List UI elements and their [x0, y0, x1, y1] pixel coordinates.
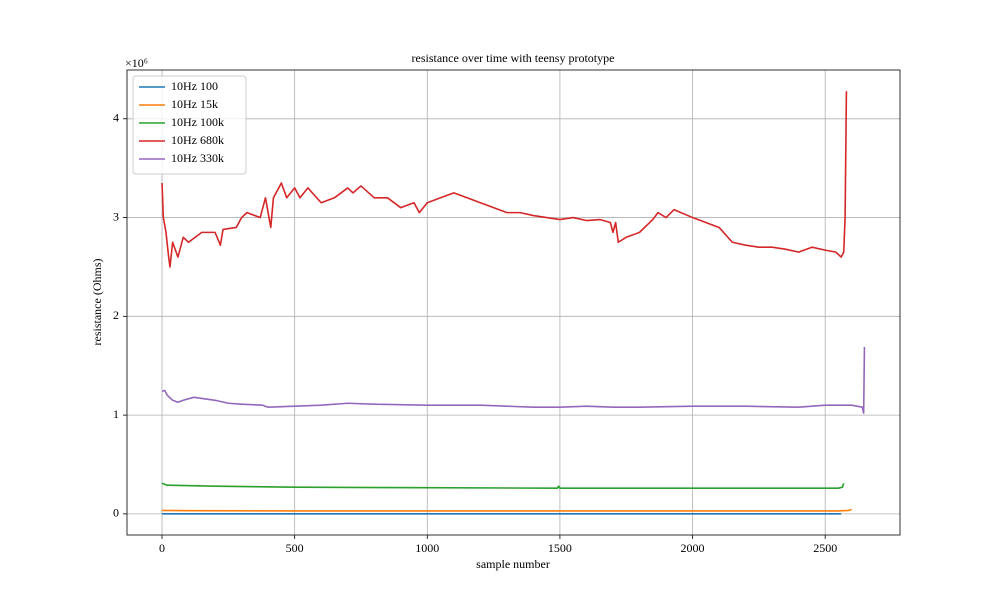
plot-frame	[126, 69, 901, 536]
legend-label: 10Hz 680k	[171, 133, 224, 147]
y-tick-label: 0	[113, 506, 119, 520]
y-axis-label: resistance (Ohms)	[90, 259, 104, 346]
series-line	[162, 508, 852, 512]
series-line	[161, 346, 866, 414]
x-tick-label: 0	[159, 541, 165, 555]
chart-title: resistance over time with teensy prototy…	[412, 51, 615, 65]
legend-label: 10Hz 100k	[171, 115, 224, 129]
series-line	[161, 91, 848, 268]
x-tick-label: 1500	[548, 541, 572, 555]
series-line	[161, 482, 845, 489]
y-tick-label: 4	[113, 111, 119, 125]
x-tick-label: 1000	[415, 541, 439, 555]
x-tick-label: 2000	[681, 541, 705, 555]
legend-box	[132, 75, 247, 175]
y-tick-label: 1	[113, 407, 119, 421]
y-tick-label: 3	[113, 209, 119, 223]
legend-label: 10Hz 15k	[171, 97, 218, 111]
legend-label: 10Hz 330k	[171, 151, 224, 165]
x-tick-label: 2500	[813, 541, 837, 555]
x-tick-label: 500	[286, 541, 304, 555]
y-tick-label: 2	[113, 308, 119, 322]
x-axis-label: sample number	[476, 557, 550, 571]
legend-label: 10Hz 100	[171, 79, 218, 93]
y-offset-label: ×10⁶	[125, 56, 148, 70]
